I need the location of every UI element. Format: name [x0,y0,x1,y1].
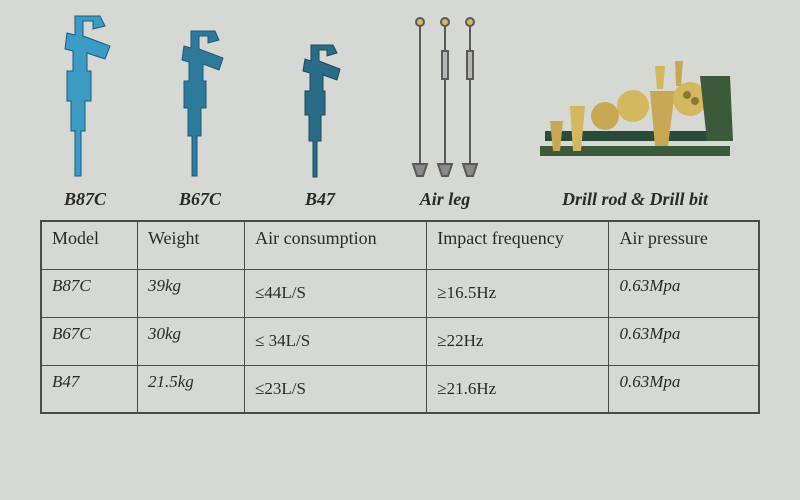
product-label-b87c: B87C [64,189,106,210]
cell-model: B87C [41,269,137,317]
product-b47: B47 [270,41,370,210]
cell-weight: 30kg [137,317,244,365]
table-row: B67C 30kg ≤ 34L/S ≥22Hz 0.63Mpa [41,317,759,365]
cell-pressure: 0.63Mpa [609,269,759,317]
cell-air: ≤ 34L/S [245,317,427,365]
product-b87c: B87C [40,11,130,210]
table-row: B47 21.5kg ≤23L/S ≥21.6Hz 0.63Mpa [41,365,759,413]
cell-pressure: 0.63Mpa [609,317,759,365]
cell-impact: ≥22Hz [427,317,609,365]
cell-weight: 39kg [137,269,244,317]
table-header-row: Model Weight Air consumption Impact freq… [41,221,759,269]
product-image-airleg [405,16,485,181]
product-label-airleg: Air leg [420,189,471,210]
cell-impact: ≥21.6Hz [427,365,609,413]
product-label-b47: B47 [305,189,335,210]
product-image-drillrod [535,51,735,181]
spec-table: Model Weight Air consumption Impact freq… [40,220,760,414]
product-image-b67c [173,26,228,181]
cell-impact: ≥16.5Hz [427,269,609,317]
products-row: B87C B67C B47 [40,10,760,210]
cell-weight: 21.5kg [137,365,244,413]
col-header-air: Air consumption [245,221,427,269]
col-header-pressure: Air pressure [609,221,759,269]
cell-air: ≤44L/S [245,269,427,317]
col-header-model: Model [41,221,137,269]
product-image-b87c [55,11,115,181]
product-label-drillrod: Drill rod & Drill bit [562,189,708,210]
product-airleg: Air leg [390,16,500,210]
product-b67c: B67C [150,26,250,210]
product-label-b67c: B67C [179,189,221,210]
col-header-impact: Impact frequency [427,221,609,269]
col-header-weight: Weight [137,221,244,269]
product-image-b47 [295,41,345,181]
cell-pressure: 0.63Mpa [609,365,759,413]
cell-air: ≤23L/S [245,365,427,413]
table-row: B87C 39kg ≤44L/S ≥16.5Hz 0.63Mpa [41,269,759,317]
cell-model: B47 [41,365,137,413]
product-drillrod: Drill rod & Drill bit [520,51,750,210]
cell-model: B67C [41,317,137,365]
